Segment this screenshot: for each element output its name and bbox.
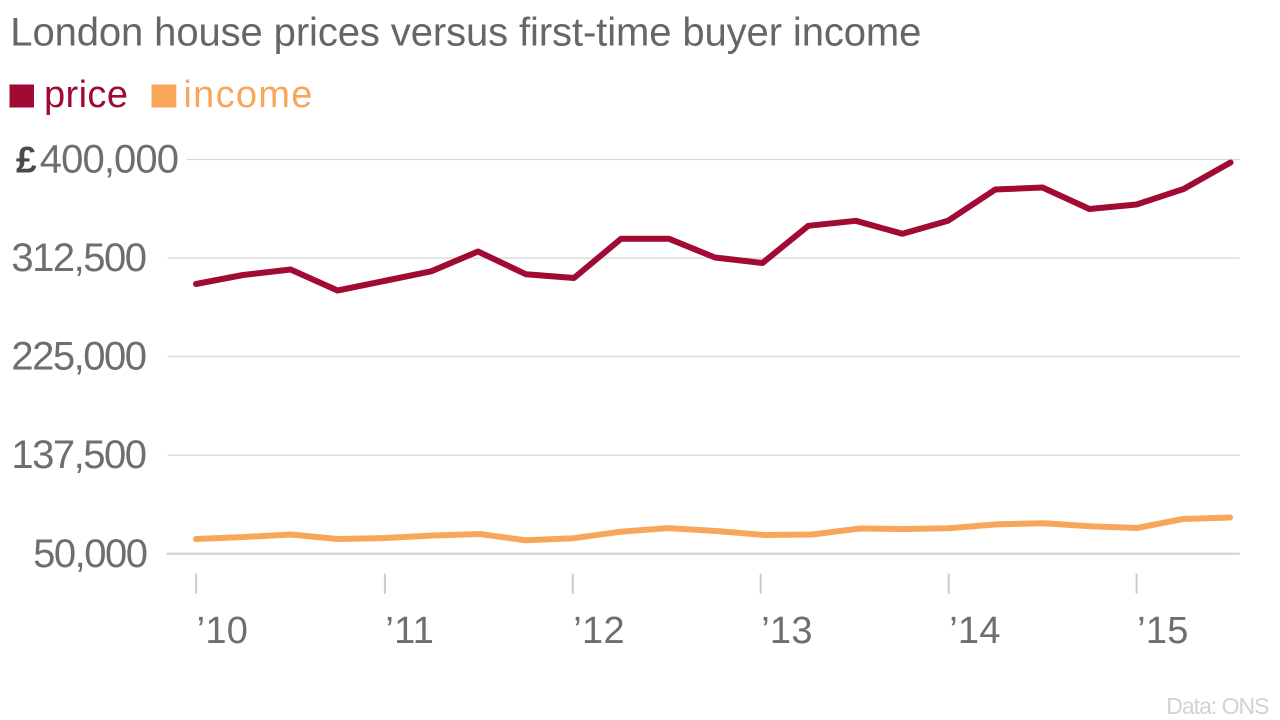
- svg-text:’11: ’11: [385, 610, 434, 652]
- svg-text:London house prices versus fir: London house prices versus first-time bu…: [10, 10, 921, 54]
- svg-text:Data: ONS: Data: ONS: [1166, 693, 1269, 719]
- svg-text:’13: ’13: [761, 610, 813, 652]
- svg-text:£400,000: £400,000: [16, 138, 178, 182]
- svg-text:’12: ’12: [573, 610, 625, 652]
- svg-text:137,500: 137,500: [11, 433, 145, 477]
- svg-text:225,000: 225,000: [11, 335, 145, 379]
- svg-text:’14: ’14: [949, 610, 1001, 652]
- svg-text:50,000: 50,000: [33, 532, 147, 576]
- svg-text:price: price: [44, 74, 128, 116]
- svg-text:’10: ’10: [197, 610, 249, 652]
- svg-text:income: income: [183, 74, 313, 116]
- svg-text:’15: ’15: [1137, 610, 1189, 652]
- svg-text:312,500: 312,500: [11, 236, 145, 280]
